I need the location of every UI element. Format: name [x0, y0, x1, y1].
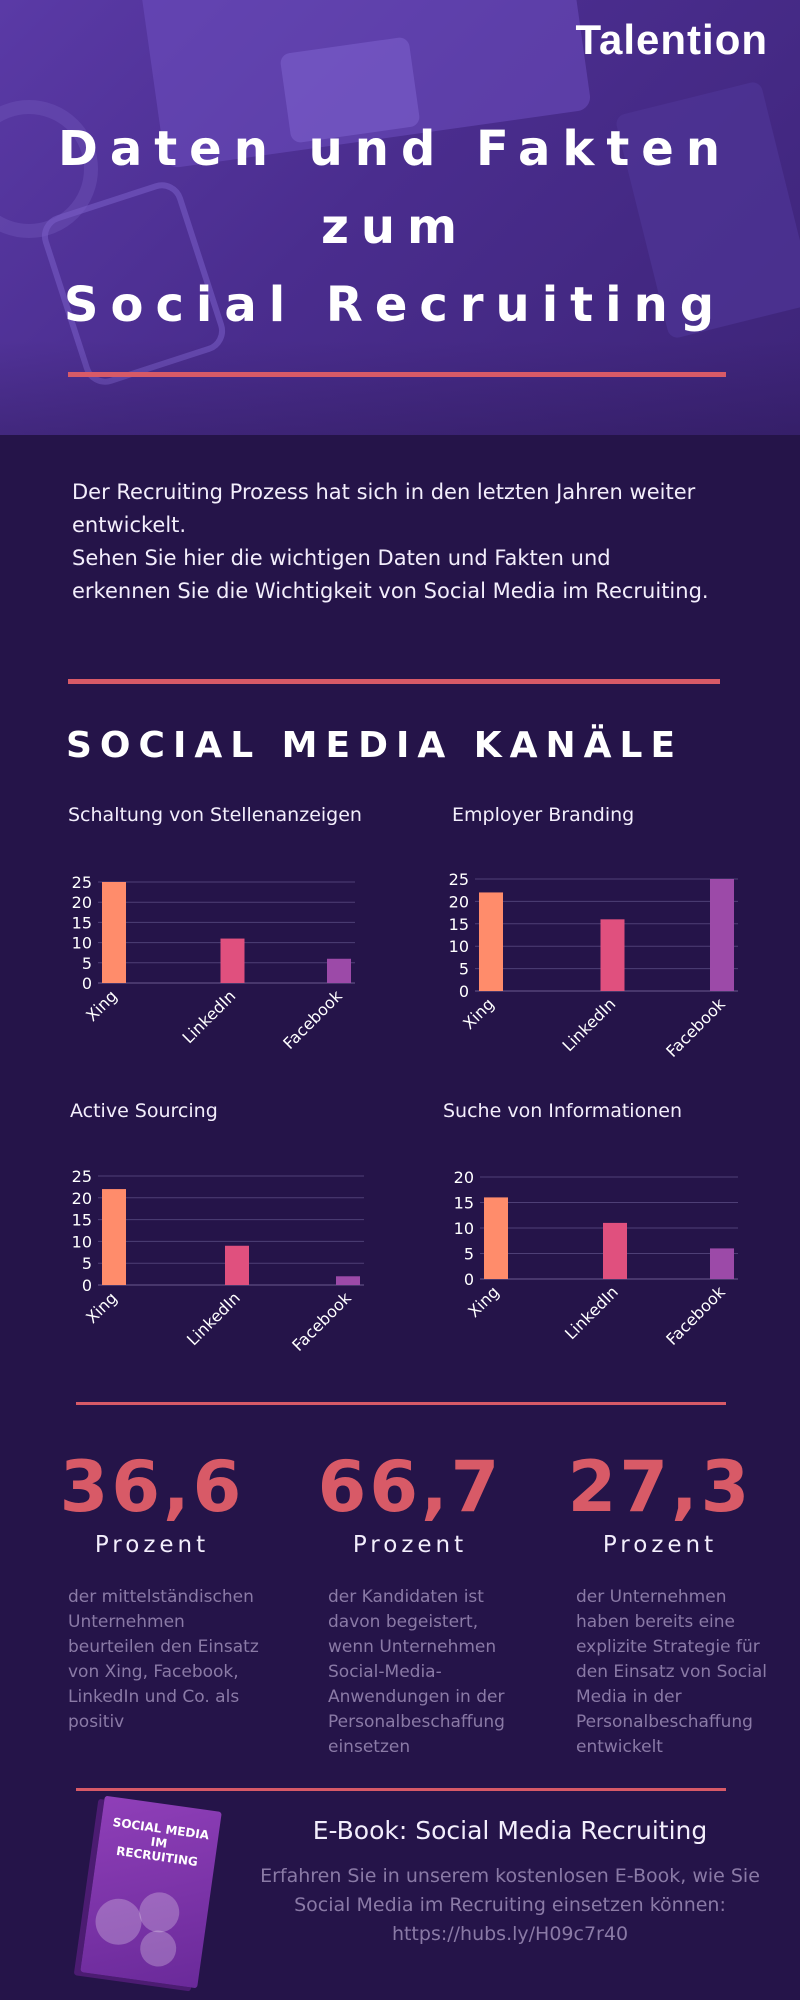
chart-title: Schaltung von Stellenanzeigen [68, 804, 362, 826]
y-tick-label: 25 [72, 873, 92, 892]
stat-unit: Prozent [94, 1532, 210, 1558]
y-tick-label: 0 [459, 982, 469, 1001]
x-tick-label: Facebook [662, 994, 729, 1061]
chart-title: Employer Branding [452, 804, 635, 826]
y-tick-label: 20 [72, 1189, 92, 1208]
y-tick-label: 0 [82, 974, 92, 993]
stat-value: 27,3 [567, 1446, 753, 1528]
y-tick-label: 25 [72, 1167, 92, 1186]
x-tick-label: LinkedIn [183, 1288, 244, 1349]
bar-xing [484, 1197, 508, 1279]
ebook-description[interactable]: Erfahren Sie in unserem kostenlosen E-Bo… [260, 1865, 760, 1945]
y-tick-label: 5 [464, 1245, 474, 1264]
y-tick-label: 20 [72, 893, 92, 912]
xing-icon [137, 1928, 179, 1969]
section-title: SOCIAL MEDIA KANÄLE [66, 725, 684, 766]
intro-paragraph: Sehen Sie hier die wichtigen Daten und F… [72, 546, 709, 603]
y-tick-label: 5 [459, 960, 469, 979]
ebook-cover: SOCIAL MEDIA IM RECRUITING [80, 1795, 222, 1989]
intro-text: Der Recruiting Prozess hat sich in den l… [72, 476, 712, 608]
divider [68, 372, 726, 377]
hero-banner [0, 0, 800, 435]
y-tick-label: 5 [82, 954, 92, 973]
bar-linkedin [225, 1245, 249, 1285]
stat-block: 27,3 Prozent [560, 1448, 760, 1558]
bar-xing [479, 892, 503, 991]
talention-logo[interactable]: Talention [575, 16, 768, 63]
x-tick-label: LinkedIn [178, 986, 239, 1047]
title-line: zum [320, 199, 470, 255]
y-tick-label: 0 [464, 1270, 474, 1289]
bar-facebook [710, 879, 734, 991]
x-tick-label: Facebook [279, 986, 346, 1053]
stat-description: der Unternehmen haben bereits eine expli… [576, 1587, 767, 1757]
stat-unit: Prozent [602, 1532, 718, 1558]
ebook-cover-title: SOCIAL MEDIA IM RECRUITING [111, 1815, 210, 1870]
divider [76, 1788, 726, 1791]
stat-unit: Prozent [352, 1532, 468, 1558]
y-tick-label: 15 [72, 913, 92, 932]
y-tick-label: 15 [449, 915, 469, 934]
y-tick-label: 15 [72, 1211, 92, 1230]
intro-paragraph: Der Recruiting Prozess hat sich in den l… [72, 480, 696, 537]
bar-facebook [327, 958, 351, 983]
x-tick-label: Facebook [288, 1288, 355, 1355]
page-title: Daten und Fakten zum Social Recruiting [0, 110, 790, 344]
bar-xing [102, 1189, 126, 1285]
bar-linkedin [600, 919, 625, 991]
chat-bubble-icon [92, 1895, 145, 1948]
stat-value: 66,7 [317, 1446, 503, 1528]
divider [68, 679, 720, 684]
bar-xing [102, 882, 126, 983]
stat-description: der Kandidaten ist davon begeistert, wen… [328, 1587, 505, 1757]
stat-value: 36,6 [59, 1446, 245, 1528]
y-tick-label: 20 [454, 1168, 474, 1187]
desk-surface [0, 340, 800, 435]
y-tick-label: 15 [454, 1194, 474, 1213]
title-line: Social Recruiting [63, 277, 727, 333]
divider [76, 1402, 726, 1405]
y-tick-label: 10 [449, 937, 469, 956]
stat-block: 66,7 Prozent [310, 1448, 510, 1558]
y-tick-label: 10 [72, 1232, 92, 1251]
ebook-cover-image[interactable]: SOCIAL MEDIA IM RECRUITING [78, 1795, 222, 1989]
bar-linkedin [603, 1222, 627, 1279]
y-tick-label: 10 [454, 1219, 474, 1238]
bar-facebook [710, 1248, 734, 1279]
ebook-title: E-Book: Social Media Recruiting [312, 1816, 708, 1845]
stat-block: 36,6 Prozent [52, 1448, 252, 1558]
chart-title: Suche von Informationen [443, 1100, 682, 1122]
stat-description: der mittelständischen Unternehmen beurte… [68, 1587, 259, 1732]
chart-title: Active Sourcing [70, 1100, 218, 1122]
linkedin-icon [136, 1889, 182, 1935]
y-tick-label: 10 [72, 934, 92, 953]
bar-linkedin [220, 938, 245, 983]
bar-facebook [336, 1276, 360, 1285]
x-tick-label: Facebook [662, 1282, 729, 1349]
y-tick-label: 5 [82, 1254, 92, 1273]
y-tick-label: 25 [449, 870, 469, 889]
x-tick-label: LinkedIn [561, 1282, 622, 1343]
y-tick-label: 0 [82, 1276, 92, 1295]
title-line: Daten und Fakten [58, 121, 732, 177]
x-tick-label: LinkedIn [558, 994, 619, 1055]
y-tick-label: 20 [449, 892, 469, 911]
